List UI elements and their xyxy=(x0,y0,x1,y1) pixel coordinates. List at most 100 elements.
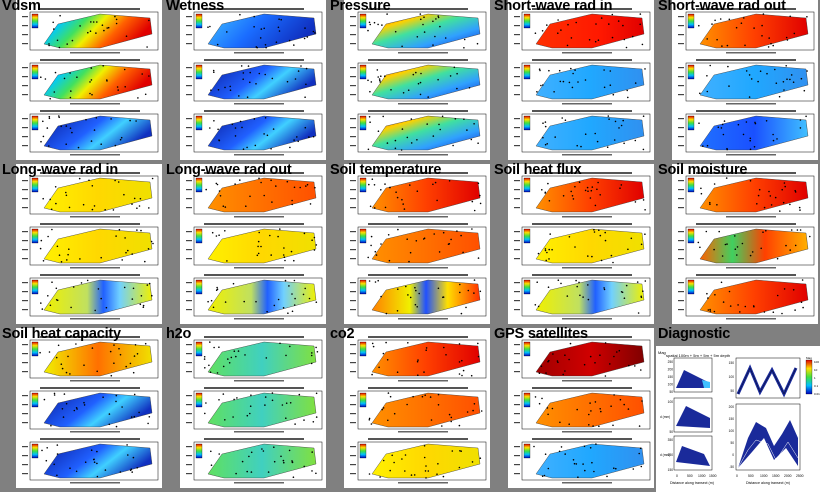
station-dot xyxy=(626,89,628,92)
station-dot xyxy=(610,405,612,407)
station-dot xyxy=(133,355,136,357)
station-dot xyxy=(761,24,763,27)
station-dot xyxy=(377,76,379,78)
station-dot xyxy=(461,374,463,377)
interpolated-field xyxy=(699,228,809,264)
station-dot xyxy=(136,229,138,231)
station-dot xyxy=(371,342,374,345)
colorbar xyxy=(195,392,203,408)
station-dot xyxy=(126,444,128,446)
sub-map xyxy=(186,336,323,382)
y-tick-label: 200 xyxy=(668,368,674,372)
station-dot xyxy=(779,210,781,212)
diag-ylabel-mid: d (mm) xyxy=(660,415,670,419)
interpolated-field xyxy=(535,228,645,264)
station-dot xyxy=(753,27,755,29)
station-dot xyxy=(479,290,482,293)
station-dot xyxy=(397,228,399,231)
station-dot xyxy=(792,81,795,83)
station-dot xyxy=(66,43,68,45)
station-dot xyxy=(235,355,237,358)
station-dot xyxy=(641,400,643,402)
figure-cell: Short-wave rad out xyxy=(656,0,820,164)
sub-map xyxy=(186,8,323,54)
station-dot xyxy=(70,306,72,309)
station-dot xyxy=(538,372,541,374)
station-dot xyxy=(369,121,371,123)
station-dot xyxy=(714,19,716,22)
station-dot xyxy=(558,450,561,453)
station-dot xyxy=(242,72,245,74)
diag-xlabel-right: Distance along transect (m) xyxy=(746,481,790,485)
station-dot xyxy=(774,196,777,199)
colorbar xyxy=(523,177,531,193)
station-dot xyxy=(106,80,108,82)
station-dot xyxy=(620,124,623,127)
station-dot xyxy=(90,79,93,81)
station-dot xyxy=(632,468,635,470)
station-dot xyxy=(257,240,260,243)
station-dot xyxy=(385,312,388,315)
station-dot xyxy=(586,186,589,189)
station-dot xyxy=(404,454,407,456)
station-dot xyxy=(48,44,50,47)
figure-panel xyxy=(180,164,326,324)
station-dot xyxy=(459,450,461,452)
station-dot xyxy=(210,89,212,91)
station-dot xyxy=(260,28,263,30)
station-dot xyxy=(769,195,772,197)
station-dot xyxy=(571,195,574,197)
station-dot xyxy=(734,235,736,237)
station-dot xyxy=(97,288,100,290)
station-dot xyxy=(207,26,209,29)
station-dot xyxy=(757,80,759,83)
station-dot xyxy=(69,373,71,375)
station-dot xyxy=(592,425,594,427)
station-dot xyxy=(706,144,709,147)
station-dot xyxy=(567,23,569,26)
interpolated-field xyxy=(207,443,317,479)
y-tick-label: 150 xyxy=(729,361,735,365)
station-dot xyxy=(382,352,385,355)
station-dot xyxy=(572,459,575,461)
station-dot xyxy=(800,77,803,80)
panel-title: Pressure xyxy=(330,0,391,14)
station-dot xyxy=(56,444,59,446)
station-dot xyxy=(640,243,643,246)
station-dot xyxy=(283,247,285,249)
station-dot xyxy=(600,259,603,262)
station-dot xyxy=(120,136,123,139)
figure-panel xyxy=(508,328,654,488)
station-dot xyxy=(456,87,458,90)
station-dot xyxy=(61,367,64,370)
station-dot xyxy=(79,25,81,27)
station-dot xyxy=(450,416,453,419)
station-dot xyxy=(45,459,48,462)
station-dot xyxy=(104,209,106,211)
station-dot xyxy=(760,247,762,250)
station-dot xyxy=(548,200,551,202)
station-dot xyxy=(790,229,793,231)
station-dot xyxy=(66,259,68,261)
station-dot xyxy=(282,307,285,309)
station-dot xyxy=(209,371,212,373)
colorbar xyxy=(687,64,695,80)
station-dot xyxy=(723,120,726,122)
station-dot xyxy=(375,254,378,256)
interpolated-field xyxy=(371,228,481,264)
station-dot xyxy=(84,461,87,463)
station-dot xyxy=(377,23,379,26)
station-dot xyxy=(425,465,427,467)
station-dot xyxy=(277,235,279,238)
station-dot xyxy=(54,71,57,74)
station-dot xyxy=(370,423,373,425)
x-tick-label: 1000 xyxy=(760,474,768,478)
station-dot xyxy=(442,231,445,234)
station-dot xyxy=(396,310,399,312)
station-dot xyxy=(76,76,78,78)
panel-title: Wetness xyxy=(166,0,224,14)
station-dot xyxy=(263,194,265,197)
station-dot xyxy=(222,393,225,395)
station-dot xyxy=(282,254,285,256)
station-dot xyxy=(44,78,47,80)
